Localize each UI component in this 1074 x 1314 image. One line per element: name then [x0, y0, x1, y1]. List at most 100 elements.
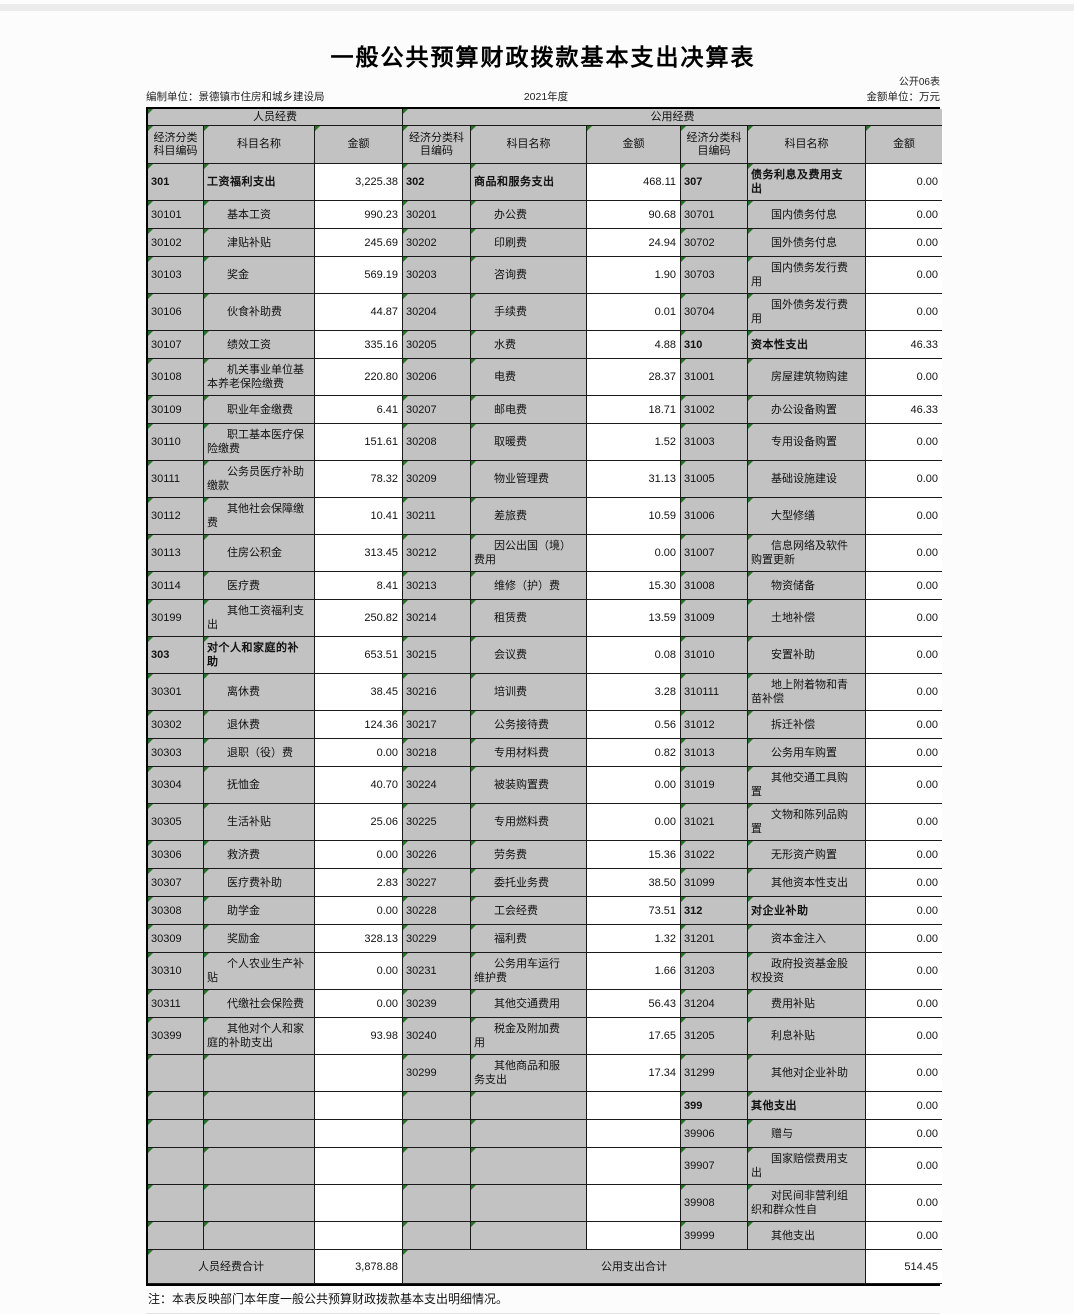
code-cell: 30213: [403, 572, 471, 600]
code-cell: 39907: [681, 1148, 748, 1185]
amount-cell: 17.65: [587, 1018, 681, 1055]
subject-name-cell: 其他对个人和家庭的补助支出: [204, 1018, 315, 1055]
cell-text: 30305: [151, 816, 182, 828]
cell-text: 0.00: [376, 965, 398, 977]
footer-row: 人员经费合计 3,878.88 公用支出合计 514.45: [148, 1250, 942, 1284]
cell-text: 151.61: [364, 436, 398, 448]
table-row: 39999 其他支出 0.00: [148, 1222, 942, 1250]
cell-text: 0.00: [654, 547, 676, 559]
cell-text: 国内债务发行费用: [751, 262, 848, 288]
code-cell: 30108: [148, 359, 204, 396]
column-header-label: 科目名称: [237, 138, 281, 150]
table-row: 30299 其他商品和服务支出 17.34 31299 其他对企业补助 0.00: [148, 1055, 942, 1092]
amount-cell: 38.45: [315, 674, 403, 711]
code-cell: 31005: [681, 461, 748, 498]
cell-text: 物业管理费: [494, 473, 549, 485]
amount-cell: 250.82: [315, 600, 403, 637]
amount-cell: 0.00: [866, 498, 942, 535]
cell-text: 28.37: [648, 371, 676, 383]
subject-name-cell: 奖励金: [204, 925, 315, 953]
cell-text: 0.00: [916, 1127, 938, 1140]
budget-sheet: 一般公共预算财政拨款基本支出决算表 公开06表 编制单位：景德镇市住房和城乡建设…: [146, 40, 942, 1314]
column-header-code: 经济分类科目编码: [403, 126, 471, 164]
cell-text: 0.00: [916, 1229, 938, 1242]
amount-cell: 0.00: [866, 1092, 942, 1120]
code-cell: 30103: [148, 257, 204, 294]
cell-text: 专用设备购置: [771, 436, 837, 448]
amount-cell: 0.00: [866, 535, 942, 572]
subject-name-cell: 培训费: [471, 674, 587, 711]
subject-name-cell: 其他资本性支出: [748, 869, 866, 897]
cell-text: 30303: [151, 746, 182, 759]
cell-text: 30207: [406, 403, 437, 416]
subject-name-cell: 退休费: [204, 711, 315, 739]
cell-text: 培训费: [494, 686, 527, 698]
cell-text: 0.00: [376, 848, 398, 861]
cell-text: 个人农业生产补贴: [207, 958, 304, 984]
amount-cell: 151.61: [315, 424, 403, 461]
code-cell: 399: [681, 1092, 748, 1120]
cell-text: 31021: [684, 816, 715, 828]
cell-text: 30114: [151, 579, 181, 592]
amount-cell: 0.00: [315, 897, 403, 925]
cell-text: 124.36: [364, 718, 398, 731]
code-cell: 31012: [681, 711, 748, 739]
subject-name-cell: 对民间非营利组织和群众性自: [748, 1185, 866, 1222]
cell-text: 25.06: [370, 816, 398, 828]
cell-text: 30214: [406, 612, 437, 624]
subject-name-cell: 公务员医疗补助缴款: [204, 461, 315, 498]
column-header-code: 经济分类科目编码: [681, 126, 748, 164]
cell-text: 31203: [684, 965, 715, 977]
amount-cell: 0.00: [866, 600, 942, 637]
cell-text: 奖金: [227, 269, 249, 281]
cell-text: 30217: [406, 718, 437, 731]
cell-text: 生活补贴: [227, 816, 271, 828]
cell-text: 医疗费: [227, 579, 260, 592]
cell-text: 被装购置费: [494, 779, 549, 791]
personnel-total-value: 3,878.88: [315, 1250, 403, 1284]
cell-text: 30206: [406, 371, 437, 383]
cell-text: 其他工资福利支出: [207, 605, 304, 631]
cell-text: 30704: [684, 306, 715, 318]
subject-name-cell: [204, 1120, 315, 1148]
cell-text: 0.00: [916, 997, 938, 1010]
cell-text: 福利费: [494, 932, 527, 945]
code-cell: 31008: [681, 572, 748, 600]
subject-name-cell: 国家赔偿费用支出: [748, 1148, 866, 1185]
code-cell: 30212: [403, 535, 471, 572]
subject-name-cell: 物业管理费: [471, 461, 587, 498]
amount-cell: 0.00: [866, 953, 942, 990]
cell-text: 因公出国（境）费用: [474, 540, 566, 566]
cell-text: 13.59: [648, 612, 676, 624]
cell-text: 0.00: [916, 1197, 938, 1209]
subject-name-cell: 差旅费: [471, 498, 587, 535]
code-cell: 31019: [681, 767, 748, 804]
cell-text: 差旅费: [494, 510, 527, 522]
amount-cell: [587, 1120, 681, 1148]
cell-text: 30202: [406, 236, 437, 249]
code-cell: 30240: [403, 1018, 471, 1055]
amount-cell: 0.00: [866, 424, 942, 461]
cell-text: 1.32: [654, 932, 676, 945]
cell-text: 土地补偿: [771, 612, 815, 624]
amount-cell: 0.00: [866, 767, 942, 804]
cell-text: 机关事业单位基本养老保险缴费: [207, 364, 304, 390]
cell-text: 0.00: [916, 176, 938, 188]
cell-text: 31013: [684, 746, 715, 759]
subject-name-cell: 助学金: [204, 897, 315, 925]
cell-text: 0.00: [376, 904, 398, 917]
subject-name-cell: 医疗费补助: [204, 869, 315, 897]
subject-name-cell: 伙食补助费: [204, 294, 315, 331]
code-cell: 30305: [148, 804, 204, 841]
cell-text: 0.00: [916, 473, 938, 485]
table-row: 30199 其他工资福利支出 250.82 30214 租赁费 13.59 31009 土地补…: [148, 600, 942, 637]
subject-name-cell: 救济费: [204, 841, 315, 869]
cell-text: 0.00: [916, 1160, 938, 1172]
cell-text: 31005: [684, 473, 715, 485]
subject-name-cell: 其他商品和服务支出: [471, 1055, 587, 1092]
cell-text: 其他支出: [751, 1099, 797, 1112]
subject-name-cell: 其他交通工具购置: [748, 767, 866, 804]
cell-text: 费用补贴: [771, 997, 815, 1010]
table-row: 30307 医疗费补助 2.83 30227 委托业务费 38.50 31099 其他资本性支…: [148, 869, 942, 897]
amount-cell: [315, 1120, 403, 1148]
